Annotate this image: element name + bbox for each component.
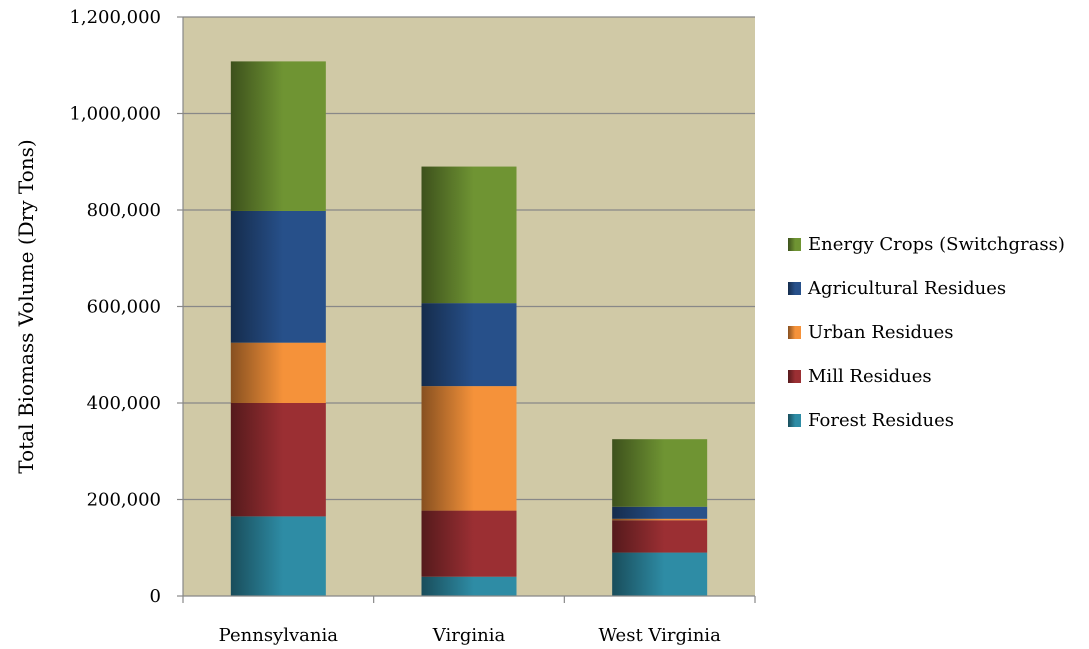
legend-label-agricultural-residues: Agricultural Residues [807, 278, 1006, 299]
bar-segment-agricultural-residues-west-virginia [612, 506, 708, 519]
axes [182, 17, 756, 603]
legend-label-urban-residues: Urban Residues [808, 322, 954, 343]
bars [230, 61, 708, 596]
x-tick-label: Pennsylvania [219, 625, 339, 646]
bar-segment-forest-residues-west-virginia [612, 552, 708, 596]
y-tick-label: 400,000 [87, 393, 161, 414]
x-tick-label: West Virginia [599, 625, 722, 646]
legend: Energy Crops (Switchgrass) Agricultural R… [788, 234, 1065, 431]
y-tick-label: 1,000,000 [69, 104, 161, 125]
bar-segment-urban-residues-virginia [421, 386, 517, 511]
axis-labels: 0 200,000 400,000 600,000 800,000 1,000,000 1,… [69, 7, 721, 646]
legend-swatch-mill-residues [788, 370, 801, 383]
bar-segment-energy-crops-switchgrass-west-virginia [612, 439, 708, 507]
bar-segment-urban-residues-pennsylvania [230, 342, 326, 403]
bar-segment-mill-residues-virginia [421, 510, 517, 577]
y-axis-title: Total Biomass Volume (Dry Tons) [14, 139, 38, 473]
bar-segment-forest-residues-pennsylvania [230, 516, 326, 596]
legend-swatch-urban-residues [788, 326, 801, 339]
bar-segment-agricultural-residues-virginia [421, 303, 517, 387]
y-tick-label: 200,000 [87, 490, 161, 511]
bar-segment-agricultural-residues-pennsylvania [230, 210, 326, 343]
bar-segment-forest-residues-virginia [421, 576, 517, 596]
bar-segment-energy-crops-switchgrass-pennsylvania [230, 61, 326, 211]
bar-segment-mill-residues-pennsylvania [230, 403, 326, 517]
y-tick-label: 600,000 [87, 297, 161, 318]
legend-label-forest-residues: Forest Residues [808, 410, 954, 431]
y-tick-label: 1,200,000 [69, 7, 161, 28]
bar-segment-energy-crops-switchgrass-virginia [421, 166, 517, 304]
legend-swatch-forest-residues [788, 414, 801, 427]
y-tick-label: 800,000 [87, 200, 161, 221]
bar-segment-mill-residues-west-virginia [612, 520, 708, 553]
legend-label-energy-crops-switchgrass: Energy Crops (Switchgrass) [808, 234, 1065, 255]
legend-swatch-agricultural-residues [788, 282, 801, 295]
x-tick-label: Virginia [432, 625, 506, 646]
y-tick-label: 0 [150, 586, 161, 607]
legend-swatch-energy-crops-switchgrass [788, 238, 801, 251]
bar-segment-urban-residues-west-virginia [612, 518, 708, 521]
legend-label-mill-residues: Mill Residues [808, 366, 932, 387]
